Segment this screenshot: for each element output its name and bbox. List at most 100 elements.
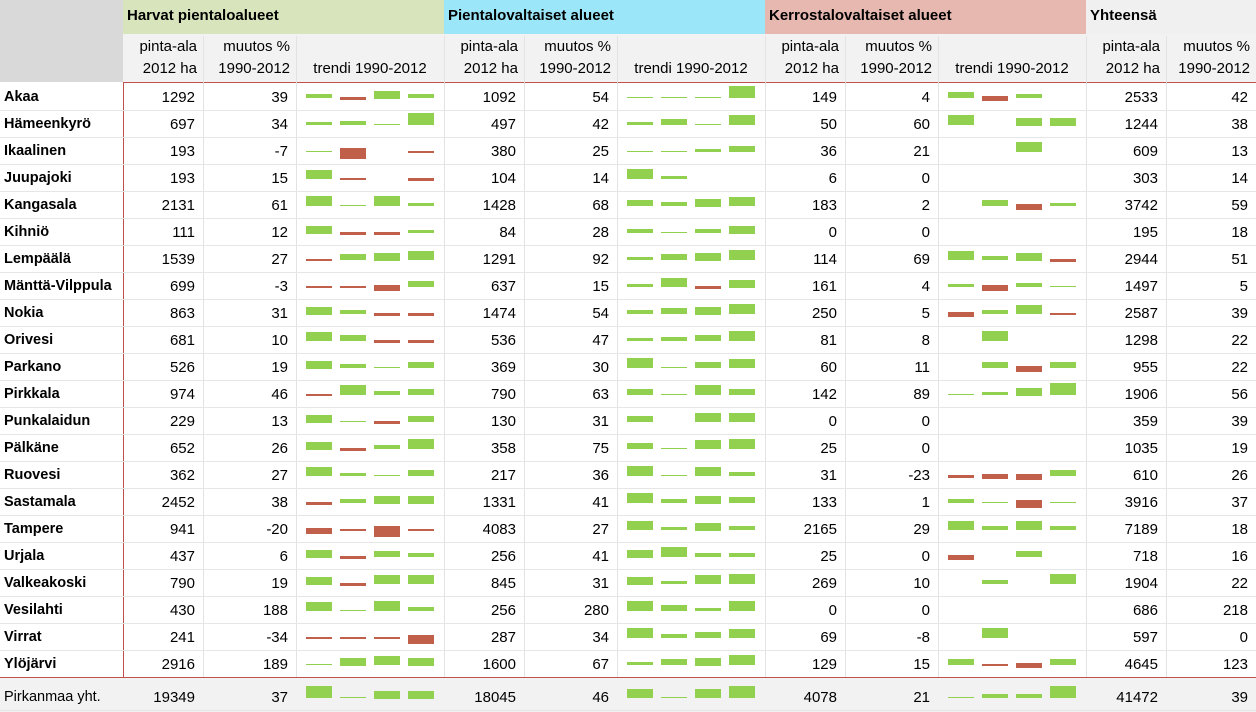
kerros-trend-bar bbox=[1050, 362, 1076, 369]
row-gridline bbox=[0, 488, 1256, 489]
row-gridline bbox=[0, 515, 1256, 516]
col-header-line1: pinta-ala bbox=[1102, 38, 1160, 55]
cell-k-area: 60 bbox=[820, 359, 837, 376]
cell-t-pct: 123 bbox=[1222, 656, 1248, 673]
pienta-trend-bar bbox=[729, 629, 755, 639]
kerros-trend-bar bbox=[948, 521, 974, 531]
harvat-trend-bar bbox=[408, 529, 434, 531]
pienta-trend-bar bbox=[627, 662, 653, 666]
harvat-trend-bar bbox=[408, 93, 434, 99]
harvat-trend-bar bbox=[340, 447, 366, 451]
cell-t-area: 1298 bbox=[1124, 332, 1158, 349]
cell-p-area: 217 bbox=[490, 467, 516, 484]
harvat-trend-bar bbox=[408, 438, 434, 450]
pienta-trend-bar bbox=[729, 225, 755, 234]
cell-h-area: 241 bbox=[169, 629, 195, 646]
kerros-trend-bar bbox=[982, 362, 1008, 369]
harvat-trend-bar bbox=[374, 551, 400, 558]
cell-p-pct: 280 bbox=[583, 602, 609, 619]
header-rule bbox=[123, 82, 1256, 83]
col-header-line2: 1990-2012 bbox=[539, 60, 611, 77]
harvat-trend-bar bbox=[306, 602, 332, 612]
harvat-trend-bar bbox=[340, 696, 366, 699]
harvat-trend-bar bbox=[306, 332, 332, 342]
pienta-trend-bar bbox=[729, 686, 755, 699]
row-label: Vesilahti bbox=[4, 602, 63, 618]
harvat-trend-bar bbox=[340, 254, 366, 261]
harvat-trend-bar bbox=[306, 637, 332, 639]
cell-t-pct: 19 bbox=[1231, 440, 1248, 457]
cell-t-pct: 0 bbox=[1239, 629, 1248, 646]
pienta-trend-bar bbox=[695, 198, 721, 207]
cell-p-pct: 34 bbox=[592, 629, 609, 646]
harvat-trend-bar bbox=[408, 657, 434, 666]
row-label: Orivesi bbox=[4, 332, 54, 348]
harvat-trend-bar bbox=[408, 151, 434, 153]
harvat-trend-bar bbox=[306, 360, 332, 369]
pienta-trend-bar bbox=[695, 522, 721, 531]
cell-t-area: 7189 bbox=[1124, 521, 1158, 538]
col-header-line2: 1990-2012 bbox=[860, 60, 932, 77]
cell-k-pct: 0 bbox=[921, 548, 930, 565]
pienta-trend-bar bbox=[661, 527, 687, 531]
kerros-trend-bar bbox=[948, 114, 974, 126]
cell-h-area: 437 bbox=[169, 548, 195, 565]
cell-k-area: 2165 bbox=[803, 521, 837, 538]
col-header-label: trendi 1990-2012 bbox=[313, 60, 427, 77]
header-corner bbox=[0, 0, 123, 82]
harvat-trend-bar bbox=[340, 148, 366, 160]
pienta-trend-bar bbox=[661, 546, 687, 558]
cell-t-pct: 16 bbox=[1231, 548, 1248, 565]
cell-h-pct: -20 bbox=[266, 521, 288, 538]
col-header-p-area: pinta-ala 2012 ha bbox=[444, 36, 524, 82]
row-gridline bbox=[0, 164, 1256, 165]
pienta-trend-bar bbox=[661, 201, 687, 207]
row-label: Mänttä-Vilppula bbox=[4, 278, 112, 294]
harvat-trend-bar bbox=[306, 467, 332, 477]
harvat-trend-bar bbox=[408, 690, 434, 699]
row-gridline bbox=[0, 326, 1256, 327]
kerros-trend-bar bbox=[1016, 387, 1042, 396]
harvat-trend-bar bbox=[306, 306, 332, 315]
cell-t-pct: 39 bbox=[1231, 689, 1248, 706]
kerros-trend-bar bbox=[1050, 203, 1076, 207]
cell-t-pct: 22 bbox=[1231, 359, 1248, 376]
cell-k-pct: 69 bbox=[913, 251, 930, 268]
cell-k-pct: 0 bbox=[921, 224, 930, 241]
cell-h-area: 974 bbox=[169, 386, 195, 403]
cell-h-pct: 6 bbox=[279, 548, 288, 565]
harvat-trend-bar bbox=[306, 286, 332, 288]
cell-t-area: 1497 bbox=[1124, 278, 1158, 295]
pienta-trend-bar bbox=[627, 465, 653, 477]
cell-t-area: 597 bbox=[1132, 629, 1158, 646]
cell-h-area: 863 bbox=[169, 305, 195, 322]
pienta-trend-bar bbox=[627, 443, 653, 450]
cell-k-area: 69 bbox=[820, 629, 837, 646]
pienta-trend-bar bbox=[627, 689, 653, 699]
row-gridline bbox=[0, 434, 1256, 435]
kerros-trend-bar bbox=[982, 474, 1008, 479]
harvat-trend-bar bbox=[306, 122, 332, 126]
pienta-trend-bar bbox=[627, 357, 653, 369]
cell-h-pct: 37 bbox=[271, 689, 288, 706]
pienta-trend-bar bbox=[695, 689, 721, 699]
harvat-trend-bar bbox=[340, 204, 366, 207]
cell-p-area: 104 bbox=[490, 170, 516, 187]
kerros-trend-bar bbox=[1016, 693, 1042, 699]
pienta-trend-bar bbox=[661, 447, 687, 450]
pienta-trend-bar bbox=[661, 393, 687, 396]
cell-k-area: 31 bbox=[820, 467, 837, 484]
cell-k-pct: 29 bbox=[913, 521, 930, 538]
col-gridline bbox=[845, 36, 846, 712]
col-gridline bbox=[617, 36, 618, 712]
cell-k-pct: 1 bbox=[921, 494, 930, 511]
cell-k-area: 25 bbox=[820, 440, 837, 457]
cell-k-pct: 21 bbox=[913, 143, 930, 160]
pienta-trend-bar bbox=[661, 498, 687, 504]
cell-t-area: 718 bbox=[1132, 548, 1158, 565]
pienta-trend-bar bbox=[661, 119, 687, 126]
row-gridline bbox=[0, 596, 1256, 597]
cell-t-pct: 37 bbox=[1231, 494, 1248, 511]
cell-h-pct: -3 bbox=[274, 278, 288, 295]
pienta-trend-bar bbox=[729, 86, 755, 99]
